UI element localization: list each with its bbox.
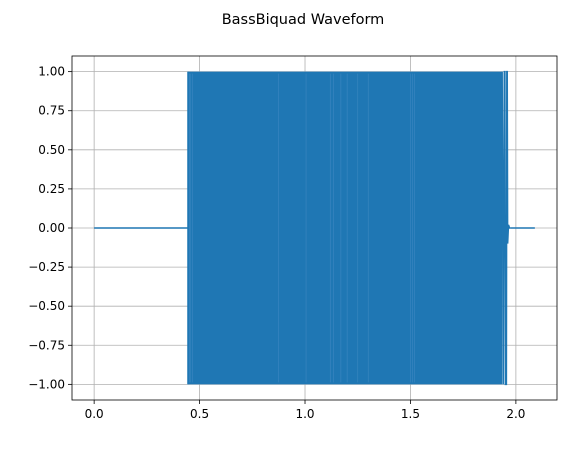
y-tick-label-6: −0.50 (28, 299, 65, 313)
y-tick-label-1: 0.75 (38, 104, 65, 118)
y-tick-label-0: 1.00 (38, 65, 65, 79)
x-tick-label-2: 1.0 (295, 407, 314, 421)
x-axis: 0.0 0.5 1.0 1.5 2.0 (85, 400, 525, 421)
series-waveform (94, 70, 535, 386)
y-tick-label-7: −0.75 (28, 338, 65, 352)
chart-title: BassBiquad Waveform (222, 12, 385, 28)
y-tick-label-8: −1.00 (28, 377, 65, 391)
y-axis: 1.00 0.75 0.50 0.25 0.00 −0.25 −0.50 −0.75 −1.00 (28, 65, 72, 391)
y-tick-label-2: 0.50 (38, 143, 65, 157)
x-tick-label-1: 0.5 (190, 407, 209, 421)
x-tick-label-0: 0.0 (85, 407, 104, 421)
x-tick-label-4: 2.0 (506, 407, 525, 421)
y-tick-label-3: 0.25 (38, 182, 65, 196)
y-tick-label-5: −0.25 (28, 260, 65, 274)
series-0-segment-1 (187, 71, 503, 385)
x-tick-label-3: 1.5 (401, 407, 420, 421)
y-tick-label-4: 0.00 (38, 221, 65, 235)
series-0-segment-2 (501, 70, 511, 386)
